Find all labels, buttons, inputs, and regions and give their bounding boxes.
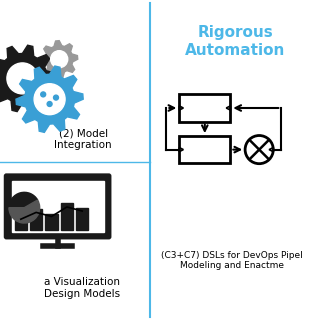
Bar [76,208,88,230]
Circle shape [245,136,273,164]
Text: a Visualization
Design Models: a Visualization Design Models [44,277,120,299]
Polygon shape [16,66,83,132]
Circle shape [41,92,46,97]
Text: Rigorous
Automation: Rigorous Automation [185,25,285,58]
Circle shape [34,84,65,115]
Bar [12,181,104,232]
Circle shape [51,51,68,68]
Bar [15,217,27,230]
FancyBboxPatch shape [5,174,110,238]
Bar [45,214,58,230]
Text: (2) Model
Integration: (2) Model Integration [54,128,112,150]
Wedge shape [9,192,38,208]
Circle shape [53,95,59,100]
Bar [30,209,42,230]
Wedge shape [9,200,40,223]
Circle shape [39,90,48,99]
Circle shape [47,101,52,107]
Bar [61,203,73,230]
Circle shape [45,100,54,108]
Bar [179,136,230,163]
Polygon shape [41,41,78,78]
Text: (C3+C7) DSLs for DevOps Pipel
Modeling and Enactme: (C3+C7) DSLs for DevOps Pipel Modeling a… [161,251,303,270]
Bar [179,94,230,122]
Circle shape [52,93,60,102]
Polygon shape [0,45,56,112]
Circle shape [7,63,38,94]
